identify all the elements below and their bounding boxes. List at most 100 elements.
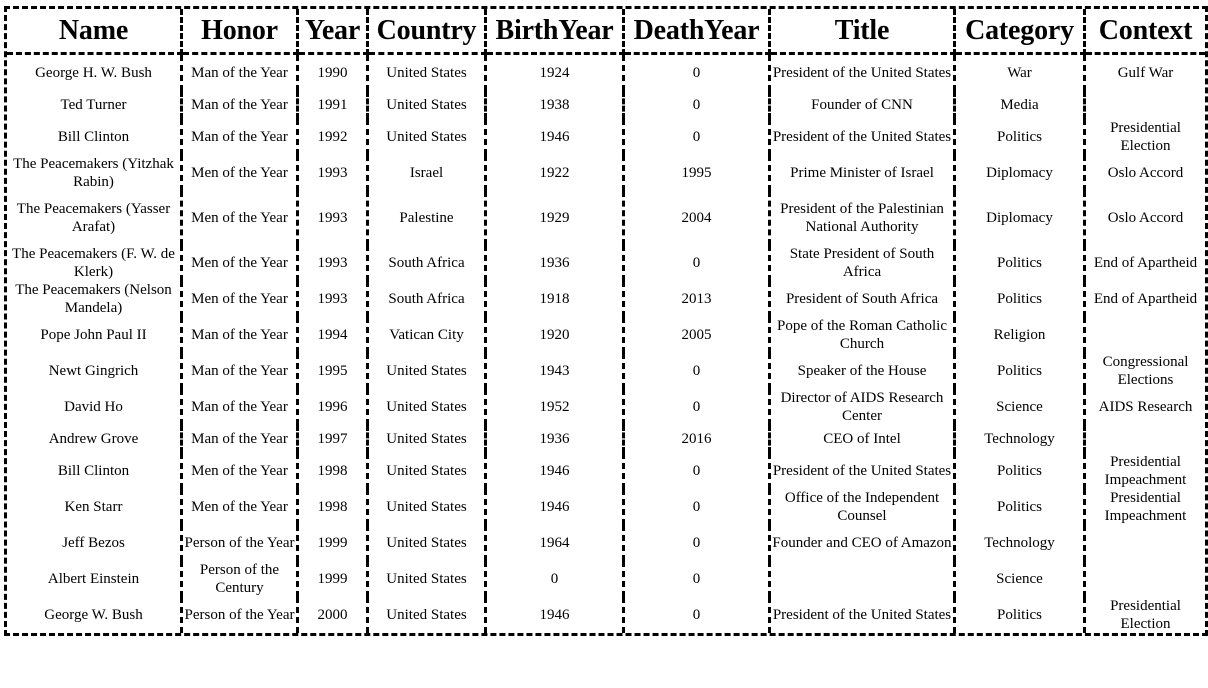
- cell-category: Media: [956, 91, 1086, 119]
- cell-title: Pope of the Roman Catholic Church: [771, 317, 956, 353]
- cell-name: Ted Turner: [7, 91, 183, 119]
- cell-birthyear: 1918: [487, 281, 625, 317]
- cell-title: State President of South Africa: [771, 245, 956, 281]
- cell-country: United States: [369, 55, 487, 91]
- cell-category: Politics: [956, 119, 1086, 155]
- cell-deathyear: 0: [625, 389, 771, 425]
- cell-context: Gulf War: [1117, 65, 1174, 81]
- cell-country: United States: [369, 425, 487, 453]
- cell-title: Founder and CEO of Amazon: [771, 525, 956, 561]
- cell-category: Politics: [956, 353, 1086, 389]
- column-header-country: Country: [369, 9, 487, 55]
- cell-birthyear: 1924: [487, 55, 625, 91]
- cell-category: Politics: [956, 453, 1086, 489]
- cell-title: President of the United States: [771, 55, 956, 91]
- cell-context: Oslo Accord: [1107, 210, 1184, 226]
- cell-country: Vatican City: [369, 317, 487, 353]
- cell-name: The Peacemakers (Nelson Mandela): [7, 281, 183, 317]
- cell-title: Founder of CNN: [771, 91, 956, 119]
- table-row: George W. Bush Person of the Year 2000 U…: [7, 597, 1205, 633]
- cell-birthyear: 1920: [487, 317, 625, 353]
- cell-country: South Africa: [369, 245, 487, 281]
- cell-name: Pope John Paul II: [7, 317, 183, 353]
- table-row: David Ho Man of the Year 1996 United Sta…: [7, 389, 1205, 425]
- cell-title: Speaker of the House: [771, 353, 956, 389]
- cell-deathyear: 0: [625, 245, 771, 281]
- cell-category: Science: [956, 561, 1086, 597]
- cell-title: Director of AIDS Research Center: [771, 389, 956, 425]
- cell-year: 1997: [299, 425, 369, 453]
- cell-category: War: [956, 55, 1086, 91]
- cell-context: End of Apartheid: [1093, 255, 1198, 271]
- cell-year: 1992: [299, 119, 369, 155]
- cell-context: Presidential Election: [1110, 598, 1181, 632]
- cell-title: President of the Palestinian National Au…: [771, 191, 956, 245]
- cell-country: United States: [369, 525, 487, 561]
- cell-deathyear: 0: [625, 119, 771, 155]
- cell-birthyear: 1946: [487, 489, 625, 525]
- cell-deathyear: 2013: [625, 281, 771, 317]
- cell-deathyear: 0: [625, 525, 771, 561]
- cell-deathyear: 0: [625, 597, 771, 633]
- cell-name: George W. Bush: [7, 597, 183, 633]
- cell-category: Diplomacy: [956, 155, 1086, 191]
- table-row: Bill Clinton Men of the Year 1998 United…: [7, 453, 1205, 489]
- cell-deathyear: 0: [625, 91, 771, 119]
- table-row: The Peacemakers (Nelson Mandela) Men of …: [7, 281, 1205, 317]
- data-table: Name Honor Year Country BirthYear DeathY…: [4, 6, 1208, 636]
- cell-title: Office of the Independent Counsel: [771, 489, 956, 525]
- cell-context: Congressional Elections: [1102, 354, 1189, 388]
- cell-birthyear: 1929: [487, 191, 625, 245]
- cell-context: [1086, 425, 1205, 453]
- cell-title: CEO of Intel: [771, 425, 956, 453]
- table-row: Pope John Paul II Man of the Year 1994 V…: [7, 317, 1205, 353]
- column-header-deathyear: DeathYear: [625, 9, 771, 55]
- cell-deathyear: 0: [625, 353, 771, 389]
- cell-category: Diplomacy: [956, 191, 1086, 245]
- cell-context: [1086, 561, 1205, 597]
- cell-context: [1086, 91, 1205, 119]
- cell-birthyear: 1936: [487, 425, 625, 453]
- cell-honor: Man of the Year: [183, 55, 299, 91]
- cell-context: [1086, 317, 1205, 353]
- cell-country: Palestine: [369, 191, 487, 245]
- cell-name: Bill Clinton: [7, 453, 183, 489]
- cell-birthyear: 1946: [487, 597, 625, 633]
- cell-year: 1990: [299, 55, 369, 91]
- column-header-year: Year: [299, 9, 369, 55]
- cell-birthyear: 1946: [487, 453, 625, 489]
- cell-honor: Man of the Year: [183, 353, 299, 389]
- column-header-category: Category: [956, 9, 1086, 55]
- cell-birthyear: 1952: [487, 389, 625, 425]
- table-row: The Peacemakers (F. W. de Klerk) Men of …: [7, 245, 1205, 281]
- cell-country: United States: [369, 489, 487, 525]
- cell-year: 1993: [299, 155, 369, 191]
- cell-year: 1991: [299, 91, 369, 119]
- cell-honor: Man of the Year: [183, 119, 299, 155]
- cell-context: Presidential Impeachment: [1104, 454, 1187, 488]
- cell-title: President of the United States: [771, 453, 956, 489]
- cell-category: Politics: [956, 281, 1086, 317]
- header-row: Name Honor Year Country BirthYear DeathY…: [7, 9, 1205, 55]
- cell-country: United States: [369, 353, 487, 389]
- cell-title: President of South Africa: [771, 281, 956, 317]
- cell-year: 1996: [299, 389, 369, 425]
- cell-birthyear: 1946: [487, 119, 625, 155]
- cell-name: Newt Gingrich: [7, 353, 183, 389]
- cell-country: United States: [369, 597, 487, 633]
- cell-name: George H. W. Bush: [7, 55, 183, 91]
- cell-honor: Person of the Century: [183, 561, 299, 597]
- table-row: Ted Turner Man of the Year 1991 United S…: [7, 91, 1205, 119]
- cell-honor: Men of the Year: [183, 155, 299, 191]
- cell-name: Albert Einstein: [7, 561, 183, 597]
- cell-honor: Men of the Year: [183, 245, 299, 281]
- cell-name: The Peacemakers (F. W. de Klerk): [7, 245, 183, 281]
- cell-birthyear: 1938: [487, 91, 625, 119]
- cell-birthyear: 1936: [487, 245, 625, 281]
- cell-year: 1998: [299, 453, 369, 489]
- cell-deathyear: 0: [625, 489, 771, 525]
- cell-category: Politics: [956, 245, 1086, 281]
- cell-category: Politics: [956, 597, 1086, 633]
- cell-country: United States: [369, 91, 487, 119]
- cell-honor: Men of the Year: [183, 281, 299, 317]
